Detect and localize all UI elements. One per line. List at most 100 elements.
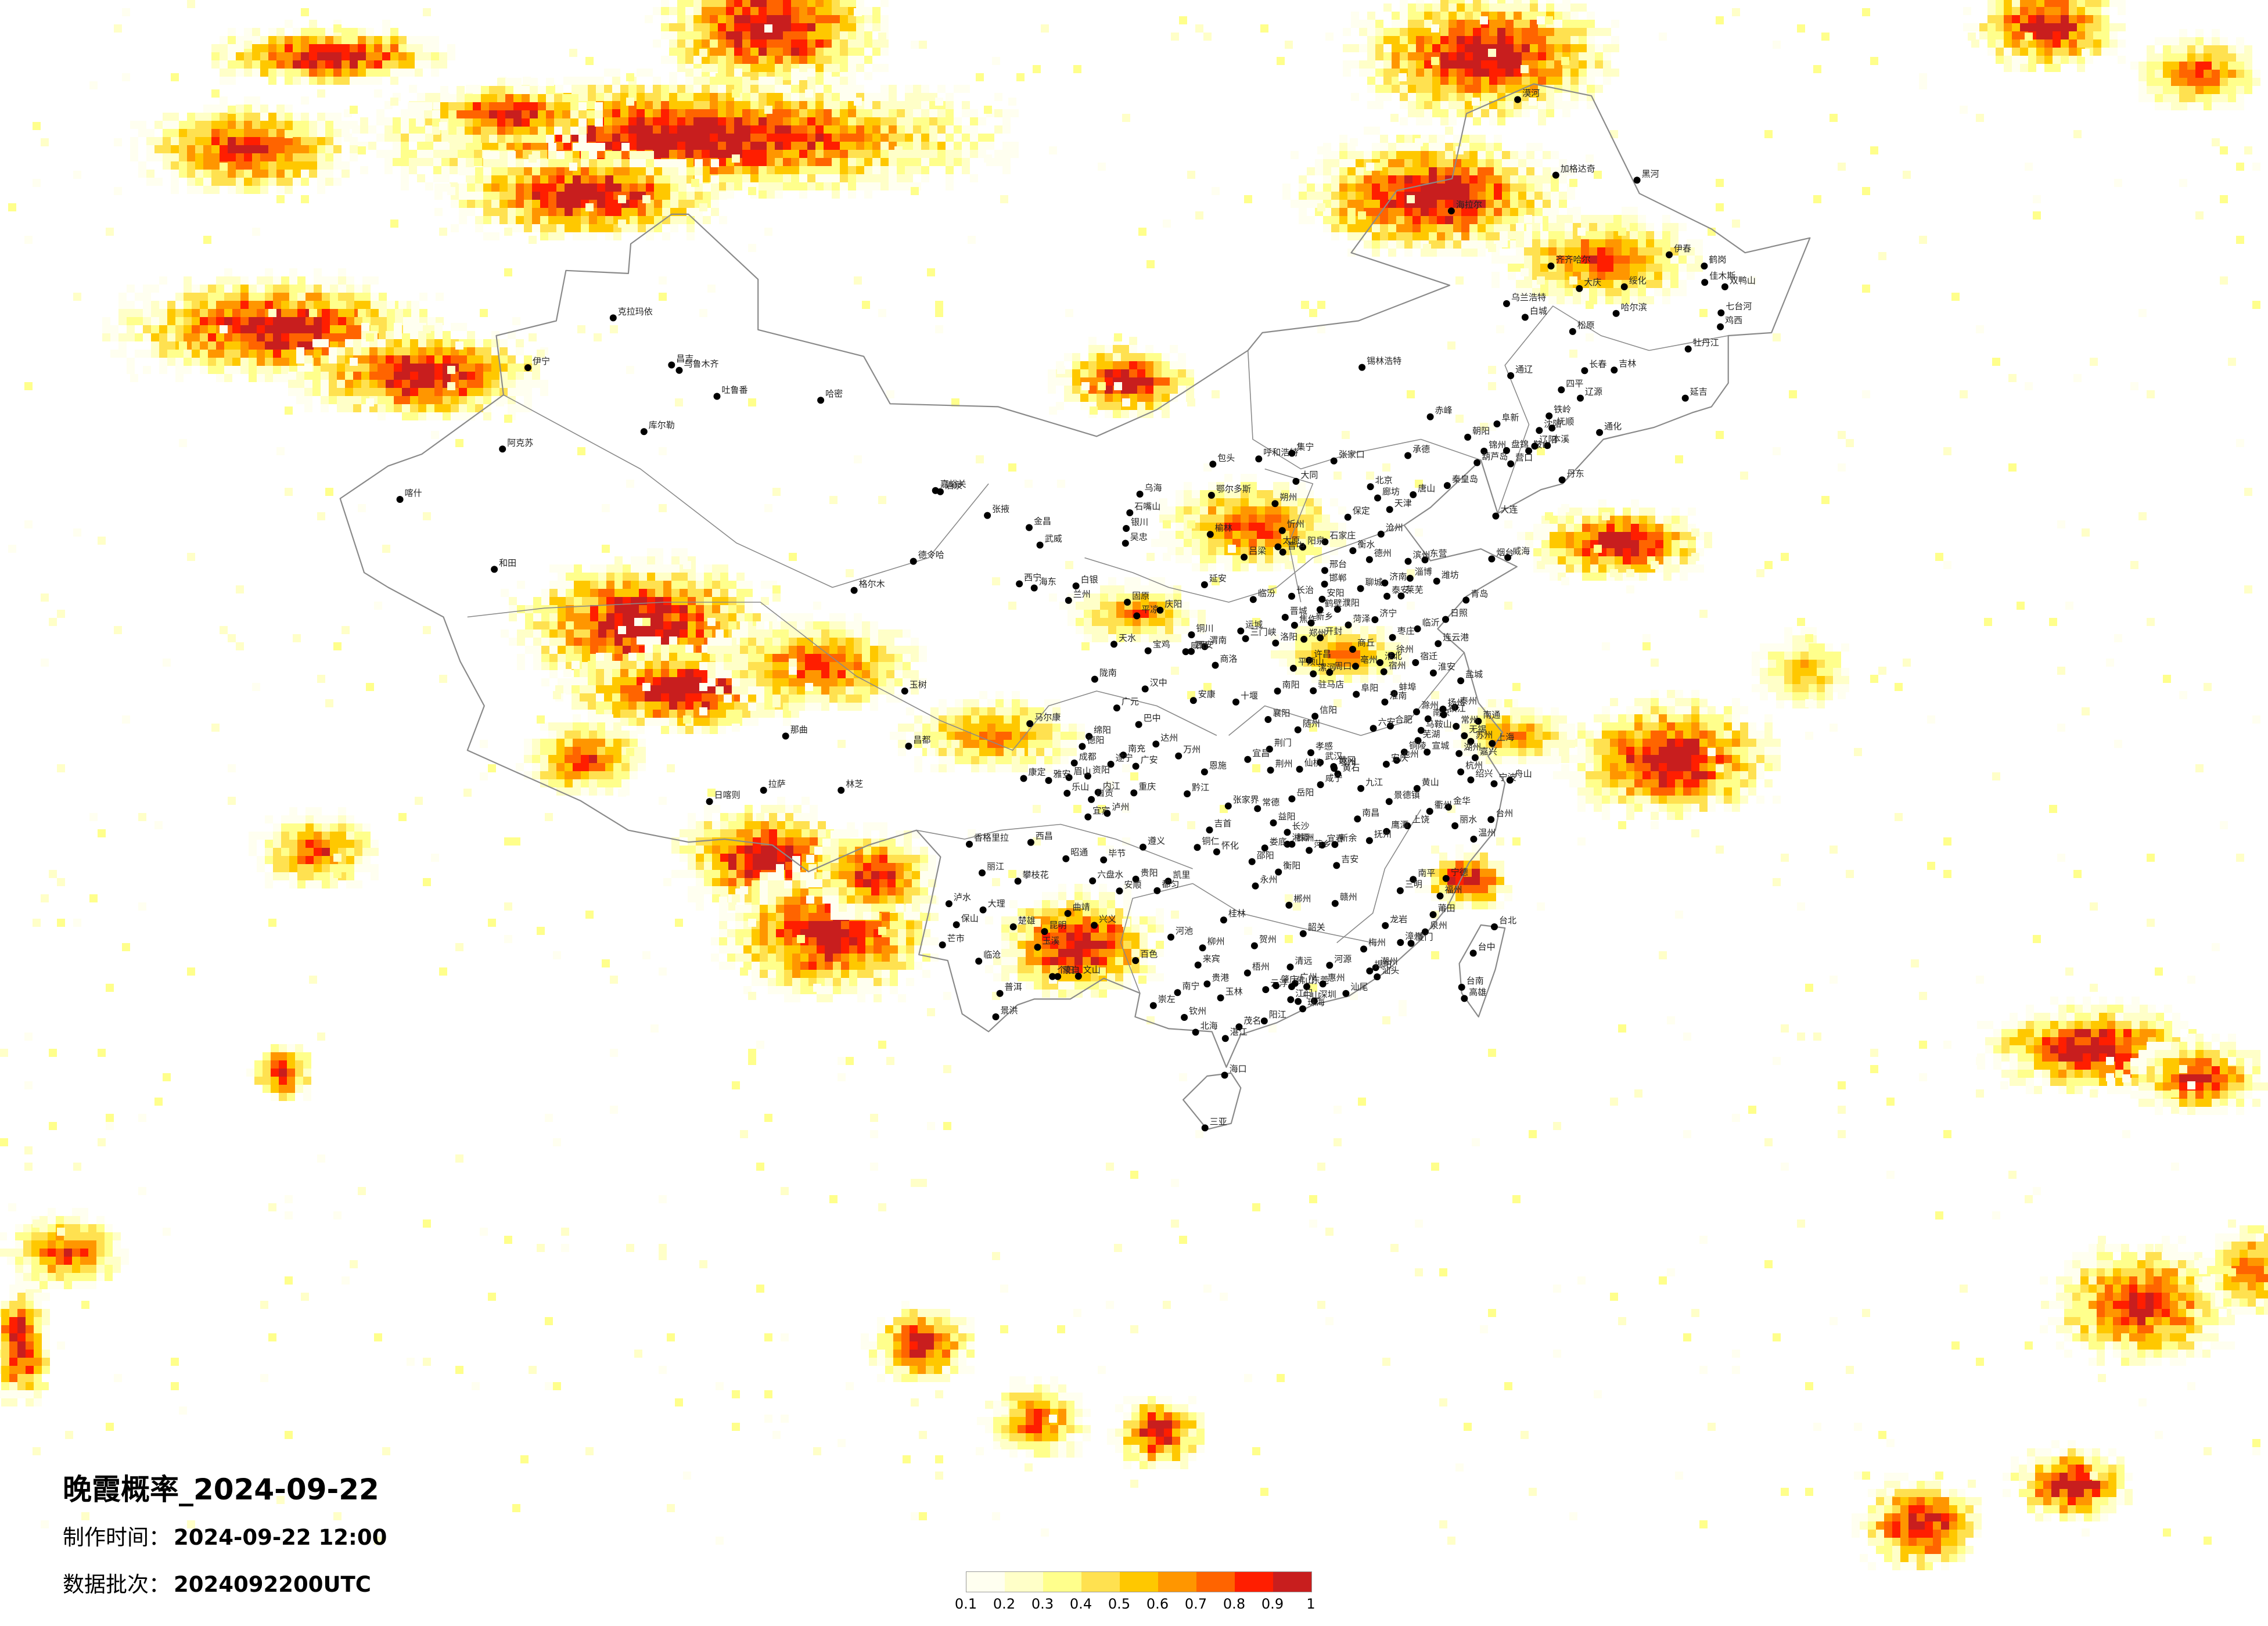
heat-speckle xyxy=(1569,179,1577,187)
heat-speckle xyxy=(1618,228,1626,236)
city-marker: 肇庆 xyxy=(1273,974,1298,990)
city-marker: 孝感 xyxy=(1307,741,1333,757)
city-dot xyxy=(1414,625,1421,632)
heat-speckle xyxy=(650,1024,659,1033)
city-marker: 石家庄 xyxy=(1321,530,1356,545)
city-label: 桂林 xyxy=(1228,908,1246,919)
city-label: 商洛 xyxy=(1220,654,1238,664)
heat-speckle xyxy=(813,984,821,992)
heat-speckle xyxy=(1740,472,1748,480)
city-dot xyxy=(1493,420,1501,427)
city-marker: 厦门 xyxy=(1407,932,1433,947)
heat-speckle xyxy=(927,1122,935,1130)
city-dot xyxy=(1503,447,1510,454)
city-label: 东营 xyxy=(1430,548,1447,559)
city-marker: 揭阳 xyxy=(1366,959,1392,974)
heat-speckle xyxy=(114,187,122,195)
city-marker: 黑河 xyxy=(1633,168,1659,184)
heat-speckle xyxy=(350,358,358,366)
city-label: 南通 xyxy=(1483,710,1500,720)
city-label: 吉林 xyxy=(1619,358,1636,369)
heat-speckle xyxy=(73,528,81,537)
heat-speckle xyxy=(1903,659,1911,667)
city-label: 天津 xyxy=(1394,498,1412,508)
heat-speckle xyxy=(1716,764,1724,772)
heat-speckle xyxy=(1651,821,1659,829)
city-dot xyxy=(1249,596,1257,603)
heat-blob xyxy=(806,822,936,920)
production-time-value: 2024-09-22 12:00 xyxy=(174,1525,387,1550)
heat-speckle xyxy=(1382,1358,1390,1366)
heat-speckle xyxy=(1781,553,1789,561)
city-label: 清远 xyxy=(1295,955,1313,966)
heat-speckle xyxy=(1334,472,1342,480)
heat-speckle xyxy=(919,1512,927,1520)
city-dot xyxy=(1266,746,1273,753)
city-dot xyxy=(1370,725,1377,732)
city-marker: 香格里拉 xyxy=(966,833,1009,848)
city-label: 铜陵 xyxy=(1409,740,1426,751)
heat-speckle xyxy=(211,724,220,732)
city-dot xyxy=(1316,606,1324,613)
city-marker: 凯里 xyxy=(1164,869,1190,885)
city-dot xyxy=(996,990,1004,997)
city-label: 池州 xyxy=(1401,749,1419,759)
heat-speckle xyxy=(1797,902,1805,911)
heat-speckle xyxy=(1610,1098,1618,1106)
city-dot xyxy=(1311,713,1319,720)
heat-speckle xyxy=(764,106,772,114)
city-dot xyxy=(1321,567,1328,574)
city-dot xyxy=(1174,989,1181,997)
heat-speckle xyxy=(1683,1033,1691,1041)
city-label: 三明 xyxy=(1405,879,1422,890)
city-dot xyxy=(1386,722,1394,730)
city-label: 淮南 xyxy=(1389,690,1407,701)
heat-speckle xyxy=(154,1098,163,1106)
heat-speckle xyxy=(504,935,512,943)
heat-blob xyxy=(1553,690,1781,820)
city-label: 黄石 xyxy=(1342,762,1360,773)
heat-speckle xyxy=(1504,520,1512,528)
heat-speckle xyxy=(764,1415,772,1423)
heat-speckle xyxy=(439,122,447,130)
heat-speckle xyxy=(1334,1106,1342,1114)
heat-speckle xyxy=(1716,846,1724,854)
heat-speckle xyxy=(285,1211,293,1220)
city-marker: 西安 xyxy=(1188,640,1213,655)
city-dot xyxy=(1504,554,1512,561)
city-label: 和田 xyxy=(499,557,516,568)
city-marker: 本溪 xyxy=(1544,434,1569,449)
city-label: 江门 xyxy=(1295,988,1313,998)
city-dot xyxy=(1284,829,1291,836)
heat-speckle xyxy=(2228,1057,2236,1065)
city-marker: 康定 xyxy=(1020,767,1046,782)
city-dot xyxy=(1462,596,1470,604)
city-marker: 格尔木 xyxy=(850,579,885,594)
city-label: 保山 xyxy=(961,913,979,923)
heat-speckle xyxy=(1277,1374,1285,1382)
heat-speckle xyxy=(675,1398,683,1406)
city-dot xyxy=(979,869,986,877)
heat-speckle xyxy=(1708,228,1716,236)
heat-speckle xyxy=(333,854,342,862)
heat-speckle xyxy=(1586,333,1594,341)
city-dot xyxy=(1260,1017,1268,1025)
heat-speckle xyxy=(1699,1366,1708,1374)
heat-blob xyxy=(1415,844,1512,909)
province-border xyxy=(916,823,1193,869)
heat-speckle xyxy=(1423,244,1431,252)
heat-speckle xyxy=(756,1163,764,1171)
city-label: 景德镇 xyxy=(1394,790,1420,800)
city-marker: 内江 xyxy=(1094,780,1120,796)
city-label: 凯里 xyxy=(1173,869,1190,880)
heat-speckle xyxy=(1870,1065,1878,1073)
city-dot xyxy=(1299,1005,1306,1013)
city-dot xyxy=(1461,995,1468,1002)
heat-speckle xyxy=(878,927,886,935)
heat-speckle xyxy=(2171,1163,2179,1171)
heat-speckle xyxy=(911,187,919,195)
heat-speckle xyxy=(1065,561,1073,569)
city-dot xyxy=(1435,640,1442,647)
heat-speckle xyxy=(870,1163,878,1171)
heat-speckle xyxy=(1683,1130,1691,1138)
